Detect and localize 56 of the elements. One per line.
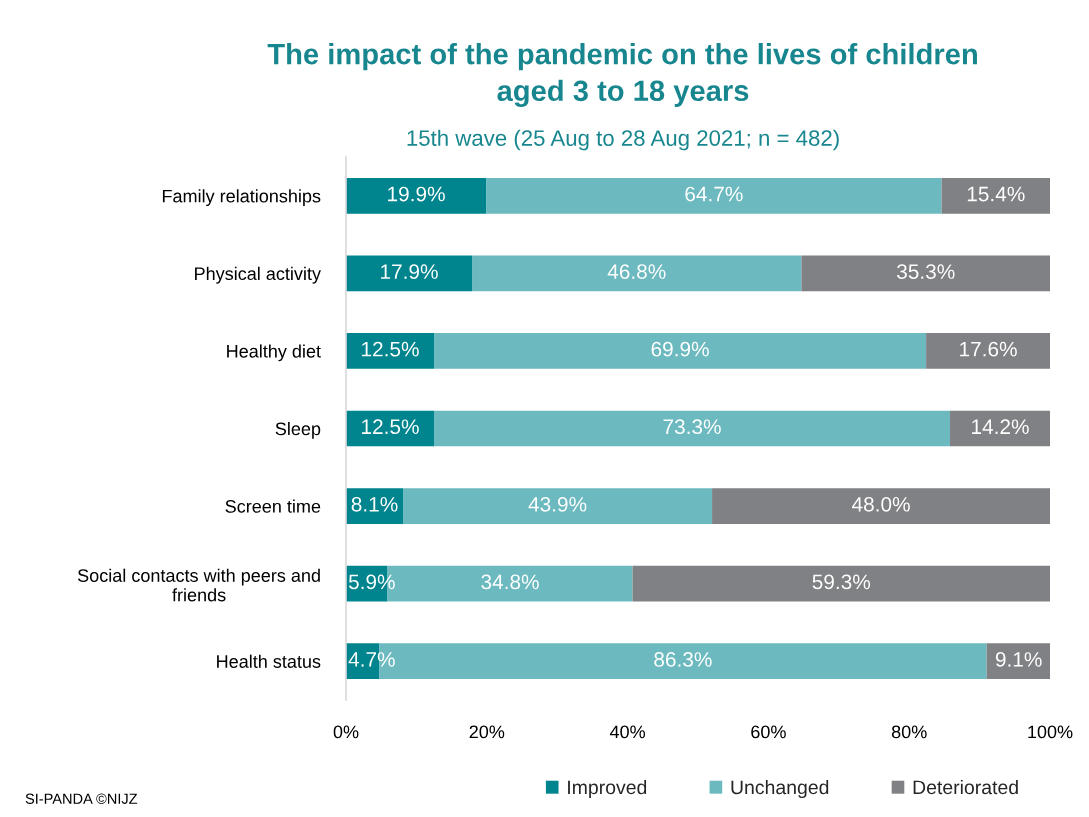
bar [486,177,942,214]
data-label: 12.5% [362,341,419,357]
chart-title: The impact of the pandemic on the lives of children aged 3 to 18 years [267,42,977,108]
text: SI-PANDA ©NIJZ [25,793,138,804]
data-label: 17.9% [381,264,438,279]
data-label: 86.3% [654,652,712,667]
x-tick-label: 40% [609,725,646,739]
y-tick-label: Health status [217,654,321,668]
data-label: 34.8% [481,574,539,590]
data-label: 48.0% [851,496,910,512]
bar [403,488,713,524]
y-tick-label: Sleep [275,421,321,439]
data-label: 64.7% [685,186,743,202]
x-tick-label: 60% [751,725,786,739]
data-label: 35.3% [897,264,955,279]
bar [632,565,1050,602]
legend-label: Improved [568,779,647,799]
data-label: 46.8% [607,264,666,279]
y-tick-label: Physical activity [195,266,321,284]
y-tick-label: Family relationships [162,189,321,207]
bar [941,177,1050,214]
data-label: 12.5% [362,419,419,435]
bar [926,333,1050,369]
x-tick-label: 100% [1028,725,1073,739]
bar [472,255,802,292]
data-label: 43.9% [528,496,587,512]
bar [434,410,951,447]
y-tick-label: Screen time [225,499,321,513]
bar [346,255,473,292]
data-label: 17.6% [960,341,1017,357]
bar [434,333,927,369]
bar [346,333,434,369]
data-label: 14.2% [972,419,1029,435]
data-label: 69.9% [651,341,709,357]
x-tick-label: 80% [891,725,927,739]
x-tick-label: 0% [333,725,359,739]
bar [346,177,487,214]
chart-subtitle: 15th wave (25 Aug to 28 Aug 2021; n = 482) [407,129,839,151]
y-tick-label: Healthy diet [227,344,321,362]
data-label: 19.9% [388,186,445,202]
bar [986,643,1050,680]
bar [712,488,1050,524]
bar [801,255,1050,292]
data-label: 4.7% [348,652,395,667]
data-label: 8.1% [351,496,398,512]
data-label: 73.3% [663,419,721,435]
data-label: 9.1% [995,652,1042,667]
legend-label: Unchanged [731,779,829,799]
data-label: 5.9% [348,574,395,590]
legend-label: Deteriorated [913,779,1018,795]
data-label: 59.3% [812,574,871,590]
y-tick-label: Social contacts with peers and friends [77,568,320,602]
bar [950,410,1050,447]
x-tick-label: 20% [469,725,505,739]
data-label: 15.4% [967,186,1025,202]
bar [346,488,404,524]
